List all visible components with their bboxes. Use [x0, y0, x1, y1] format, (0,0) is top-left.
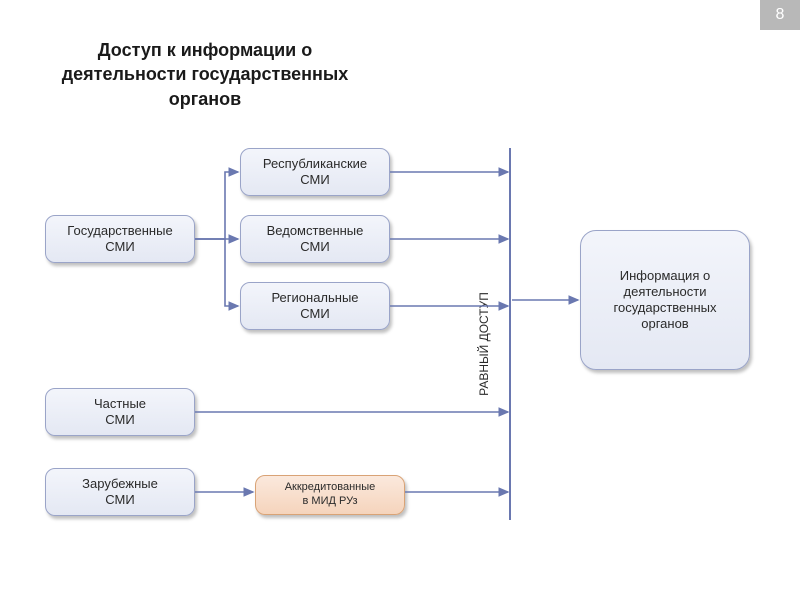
node-private-smi: ЧастныеСМИ — [45, 388, 195, 436]
node-label: ВедомственныеСМИ — [267, 223, 364, 256]
node-information: Информация одеятельностигосударственныхо… — [580, 230, 750, 370]
node-label: РегиональныеСМИ — [271, 290, 358, 323]
node-accredited: Аккредитованныев МИД РУз — [255, 475, 405, 515]
node-label: Аккредитованныев МИД РУз — [285, 481, 376, 509]
node-label: ГосударственныеСМИ — [67, 223, 172, 256]
equal-access-label: РАВНЫЙ ДОСТУП — [477, 292, 491, 396]
node-gov-smi: ГосударственныеСМИ — [45, 215, 195, 263]
page-title: Доступ к информации о деятельности госуд… — [45, 38, 365, 111]
node-vedomstv-smi: ВедомственныеСМИ — [240, 215, 390, 263]
node-regional-smi: РегиональныеСМИ — [240, 282, 390, 330]
node-label: ЧастныеСМИ — [94, 396, 146, 429]
node-label: Информация одеятельностигосударственныхо… — [614, 268, 717, 333]
node-republic-smi: РеспубликанскиеСМИ — [240, 148, 390, 196]
node-foreign-smi: ЗарубежныеСМИ — [45, 468, 195, 516]
node-label: РеспубликанскиеСМИ — [263, 156, 367, 189]
node-label: ЗарубежныеСМИ — [82, 476, 158, 509]
page-number-badge: 8 — [760, 0, 800, 30]
